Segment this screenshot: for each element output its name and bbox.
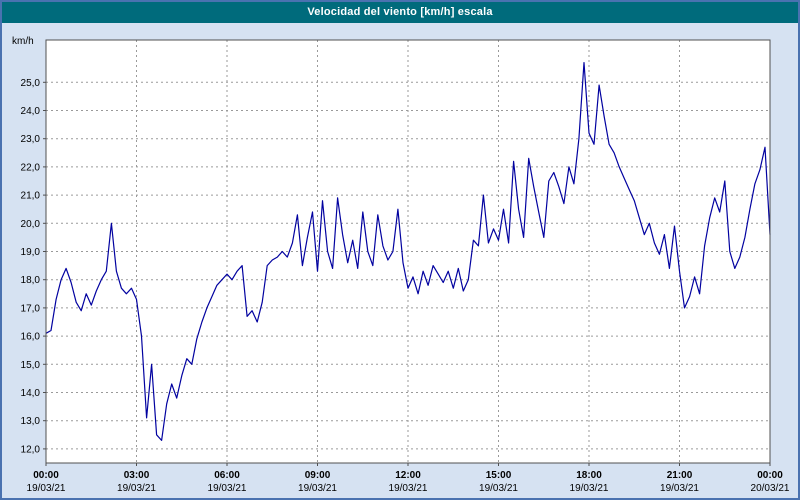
x-axis-date-label: 19/03/21: [389, 483, 428, 494]
x-axis-time-label: 00:00: [757, 470, 783, 481]
y-axis-label: 13,0: [21, 416, 41, 427]
x-axis-time-label: 00:00: [33, 470, 59, 481]
wind-speed-chart: 12,0 13,0 14,0 15,0 16,0 17,0 18,0 19,0 20,0 21,0…: [12, 36, 790, 494]
y-axis-label: 22,0: [21, 162, 41, 173]
x-axis-date-label: 19/03/21: [479, 483, 518, 494]
x-axis-time-label: 06:00: [214, 470, 240, 481]
y-axis-label: 25,0: [21, 78, 41, 89]
x-axis-time-label: 18:00: [576, 470, 602, 481]
y-axis-label: 20,0: [21, 219, 41, 230]
x-axis-date-label: 19/03/21: [570, 483, 609, 494]
y-axis-label: 16,0: [21, 332, 41, 343]
x-axis-time-label: 15:00: [486, 470, 512, 481]
y-axis-label: 18,0: [21, 275, 41, 286]
y-axis-label: 12,0: [21, 444, 41, 455]
y-axis-label: 14,0: [21, 388, 41, 399]
y-axis-units: km/h: [12, 36, 34, 47]
x-axis-time-label: 03:00: [124, 470, 150, 481]
y-axis-label: 21,0: [21, 191, 41, 202]
y-axis-label: 17,0: [21, 303, 41, 314]
y-axis-label: 19,0: [21, 247, 41, 258]
x-axis-date-label: 20/03/21: [751, 483, 790, 494]
y-axis-label: 23,0: [21, 134, 41, 145]
x-axis-date-label: 19/03/21: [27, 483, 66, 494]
chart-title: Velocidad del viento [km/h] escala: [2, 2, 798, 23]
x-axis-time-label: 21:00: [667, 470, 693, 481]
x-axis-date-label: 19/03/21: [298, 483, 337, 494]
x-axis-date-label: 19/03/21: [117, 483, 156, 494]
x-axis-time-label: 09:00: [305, 470, 331, 481]
x-axis-time-label: 12:00: [395, 470, 421, 481]
y-axis-label: 15,0: [21, 360, 41, 371]
wind-speed-series: [45, 61, 771, 441]
x-axis-date-label: 19/03/21: [660, 483, 699, 494]
y-axis-label: 24,0: [21, 106, 41, 117]
x-axis-date-label: 19/03/21: [208, 483, 247, 494]
plot-border: [45, 39, 771, 464]
